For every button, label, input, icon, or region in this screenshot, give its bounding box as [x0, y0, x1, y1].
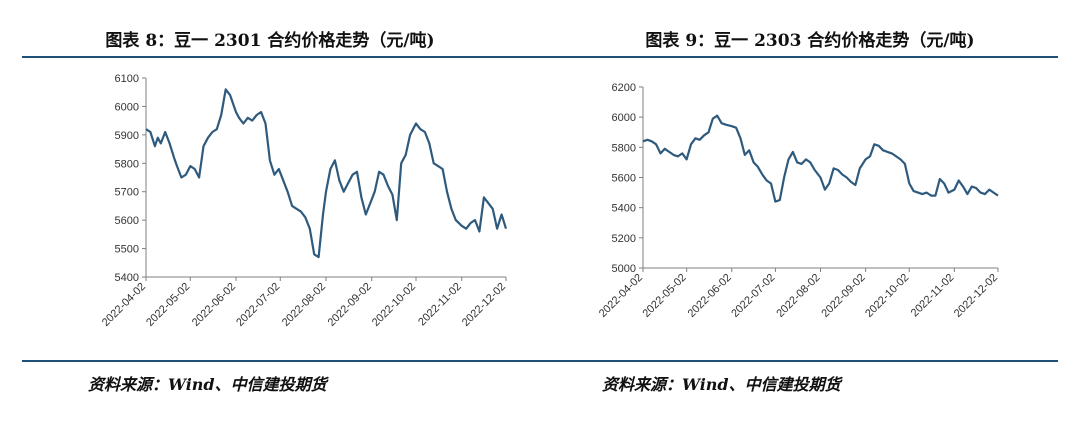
- y-tick-label: 5400: [115, 272, 139, 284]
- y-tick-label: 5900: [115, 130, 139, 142]
- chart-panel-left: 图表 8：豆一 2301 合约价格走势（元/吨) 5400 5500 5600 570…: [22, 31, 540, 394]
- y-tick-label: 5200: [612, 233, 636, 245]
- x-tick-label: 2022-06-02: [190, 281, 238, 329]
- x-tick-label: 2022-05-02: [144, 281, 192, 329]
- bottom-rule-left: [22, 360, 540, 362]
- line-chart-right: 50005200540056005800600062002022-04-0220…: [597, 82, 1000, 320]
- x-tick-label: 2022-08-02: [280, 281, 328, 329]
- x-tick-label: 2022-07-02: [234, 281, 282, 329]
- x-tick-label: 2022-10-02: [370, 281, 418, 329]
- top-rule-left: [22, 56, 540, 58]
- bottom-rule-right: [540, 360, 1058, 362]
- y-tick-label: 6000: [115, 101, 139, 113]
- price-series-line: [145, 88, 508, 259]
- y-tick-label: 5500: [115, 244, 139, 256]
- x-tick-label: 2022-06-02: [686, 272, 734, 320]
- x-tick-label: 2022-04-02: [597, 272, 645, 320]
- y-tick-label: 6100: [115, 73, 139, 85]
- chart-title-left: 图表 8：豆一 2301 合约价格走势（元/吨): [105, 31, 435, 51]
- x-tick-label: 2022-08-02: [774, 272, 822, 320]
- y-tick-label: 5600: [612, 173, 636, 185]
- chart-title-right: 图表 9：豆一 2303 合约价格走势（元/吨): [645, 31, 975, 51]
- x-tick-label: 2022-10-02: [863, 272, 911, 320]
- y-tick-label: 5000: [612, 263, 636, 275]
- x-tick-label: 2022-09-02: [819, 272, 867, 320]
- chart-panel-right: 图表 9：豆一 2303 合约价格走势（元/吨) 5000 5200 5400 560…: [540, 0, 1080, 429]
- y-tick-label: 5700: [115, 187, 139, 199]
- y-tick-label: 6200: [612, 82, 636, 94]
- y-tick-label: 6000: [612, 112, 636, 124]
- x-tick-label: 2022-12-02: [460, 281, 508, 329]
- x-tick-label: 2022-04-02: [100, 281, 148, 329]
- source-note-right: 资料来源：Wind、中信建投期货: [602, 375, 841, 394]
- y-tick-label: 5800: [115, 158, 139, 170]
- x-tick-label: 2022-11-02: [909, 272, 957, 320]
- top-rule-right: [540, 56, 1058, 58]
- y-tick-label: 5800: [612, 142, 636, 154]
- x-tick-label: 2022-12-02: [952, 272, 1000, 320]
- source-note-left: 资料来源：Wind、中信建投期货: [88, 375, 327, 394]
- x-tick-label: 2022-11-02: [416, 281, 464, 329]
- x-tick-label: 2022-05-02: [640, 272, 688, 320]
- x-tick-label: 2022-07-02: [729, 272, 777, 320]
- y-tick-label: 5600: [115, 215, 139, 227]
- y-tick-label: 5400: [612, 203, 636, 215]
- x-tick-label: 2022-09-02: [326, 281, 374, 329]
- price-series-line: [642, 114, 999, 203]
- line-chart-left: 5400 5500 5600 5700 5800 5900 6000 6100 2022-04-…: [100, 73, 508, 329]
